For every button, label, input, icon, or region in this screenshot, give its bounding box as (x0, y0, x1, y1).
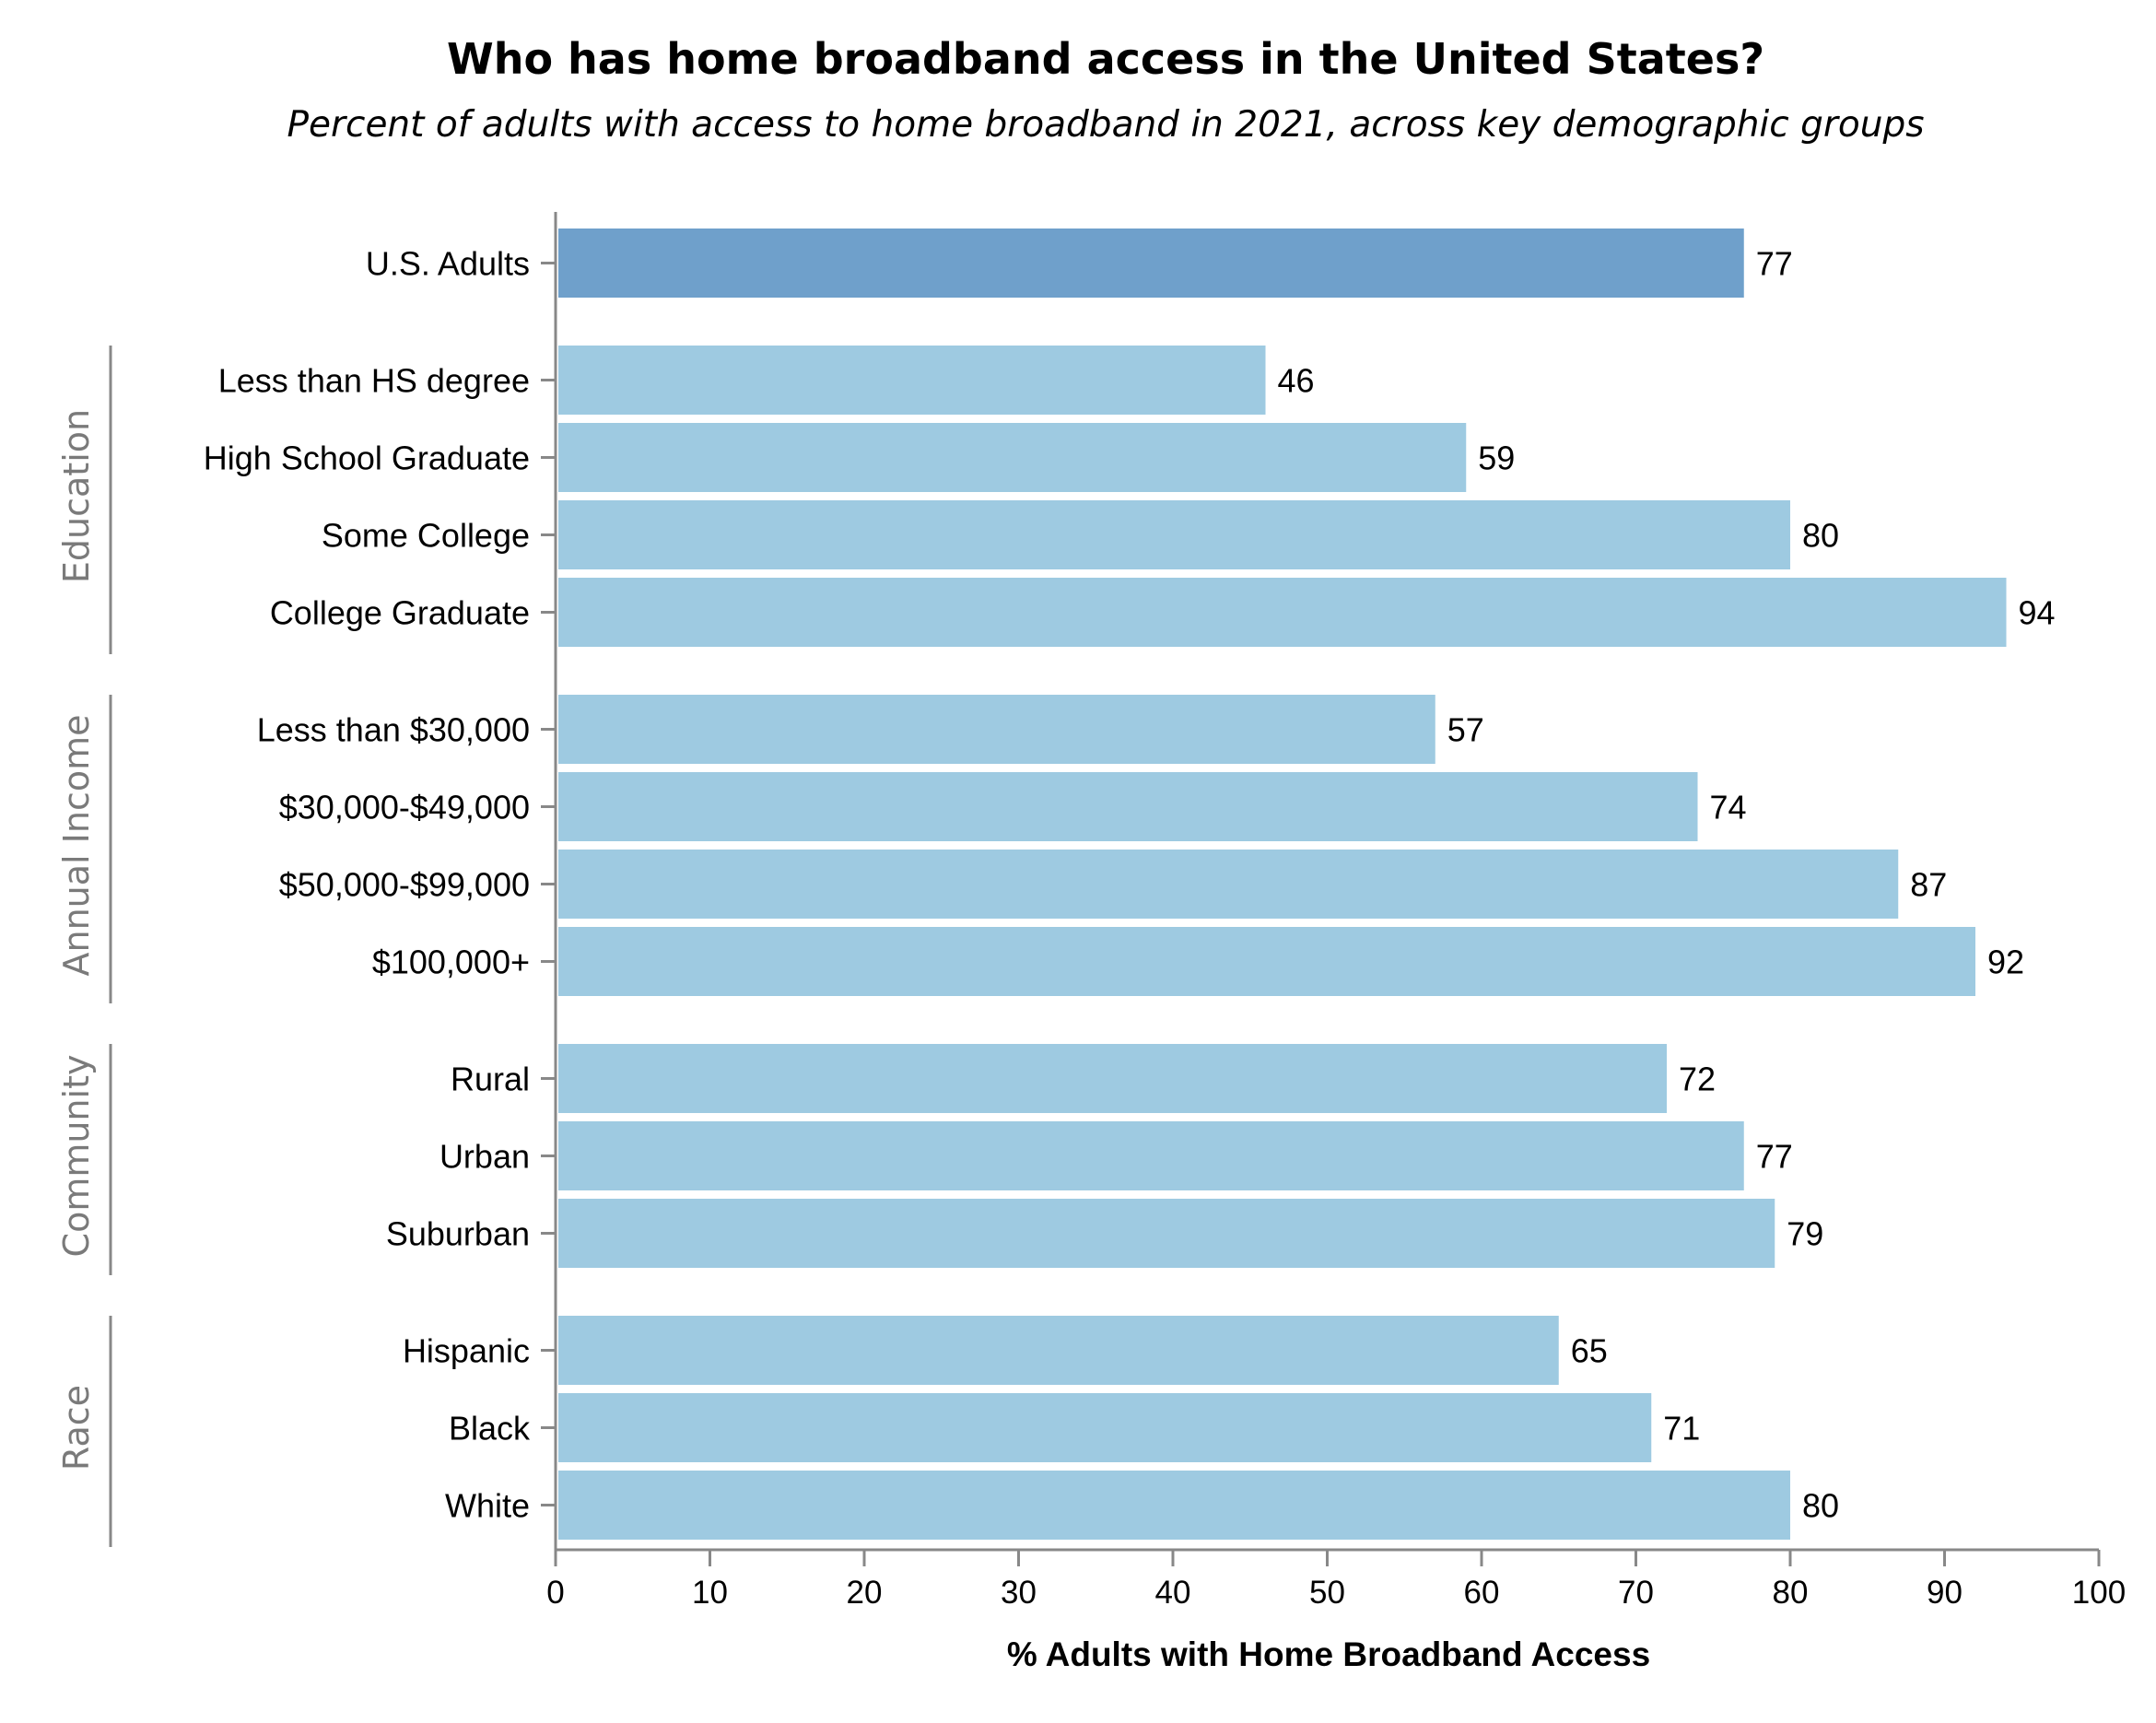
value-label: 59 (1478, 440, 1515, 477)
value-label: 80 (1802, 517, 1839, 555)
value-label: 80 (1802, 1487, 1839, 1525)
bar (558, 772, 1698, 841)
value-label: 72 (1679, 1061, 1716, 1098)
plot-area: U.S. Adults 77 Less than HS degree 46 High S… (56, 212, 2126, 1611)
x-tick-label: 60 (1464, 1575, 1500, 1611)
x-axis-title: % Adults with Home Broadband Access (1007, 1635, 1650, 1673)
bar (558, 1316, 1559, 1385)
x-tick-label: 20 (847, 1575, 883, 1611)
x-tick-label: 0 (546, 1575, 564, 1611)
category-label: $100,000+ (372, 944, 530, 981)
x-tick-label: 50 (1309, 1575, 1345, 1611)
bar (558, 1044, 1667, 1113)
group-label: Community (56, 1055, 97, 1258)
bar (558, 1199, 1775, 1268)
bar (558, 1471, 1790, 1540)
value-label: 74 (1710, 789, 1747, 826)
bar (558, 1393, 1652, 1462)
x-tick-label: 40 (1155, 1575, 1191, 1611)
x-tick-label: 80 (1773, 1575, 1809, 1611)
bar (558, 927, 1975, 996)
x-tick-label: 90 (1927, 1575, 1963, 1611)
value-label: 65 (1571, 1332, 1608, 1370)
value-label: 71 (1663, 1410, 1700, 1448)
chart-title: Who has home broadband access in the Uni… (447, 34, 1764, 84)
category-label: $30,000-$49,000 (279, 789, 530, 826)
value-label: 87 (1910, 866, 1947, 904)
x-tick-label: 10 (692, 1575, 728, 1611)
category-label: Suburban (386, 1215, 530, 1253)
value-label: 92 (1987, 944, 2024, 981)
group-label: Race (56, 1385, 97, 1471)
category-label: U.S. Adults (366, 245, 530, 283)
category-label: Less than HS degree (218, 362, 530, 400)
value-label: 77 (1756, 1138, 1793, 1176)
value-label: 79 (1787, 1215, 1823, 1253)
bar (558, 1121, 1744, 1190)
category-label: College Graduate (270, 594, 530, 632)
x-tick-label: 70 (1618, 1575, 1654, 1611)
group-label: Annual Income (56, 715, 97, 977)
bar (558, 229, 1744, 298)
value-label: 57 (1447, 711, 1484, 749)
group-label: Education (56, 409, 97, 583)
category-label: White (445, 1487, 530, 1525)
category-label: Hispanic (403, 1332, 530, 1370)
bar (558, 500, 1790, 569)
category-label: $50,000-$99,000 (279, 866, 530, 904)
category-label: Black (449, 1410, 531, 1448)
value-label: 46 (1278, 362, 1315, 400)
x-tick-label: 100 (2072, 1575, 2126, 1611)
x-tick-label: 30 (1001, 1575, 1037, 1611)
value-label: 94 (2019, 594, 2056, 632)
bar (558, 578, 2007, 647)
bar (558, 423, 1467, 492)
bar (558, 850, 1899, 919)
category-label: Some College (322, 517, 530, 555)
bar (558, 695, 1435, 764)
chart-subtitle: Percent of adults with access to home br… (287, 104, 1924, 146)
category-label: Urban (439, 1138, 530, 1176)
value-label: 77 (1756, 245, 1793, 283)
category-label: High School Graduate (204, 440, 530, 477)
category-label: Less than $30,000 (257, 711, 530, 749)
category-label: Rural (451, 1061, 530, 1098)
bar (558, 346, 1266, 415)
